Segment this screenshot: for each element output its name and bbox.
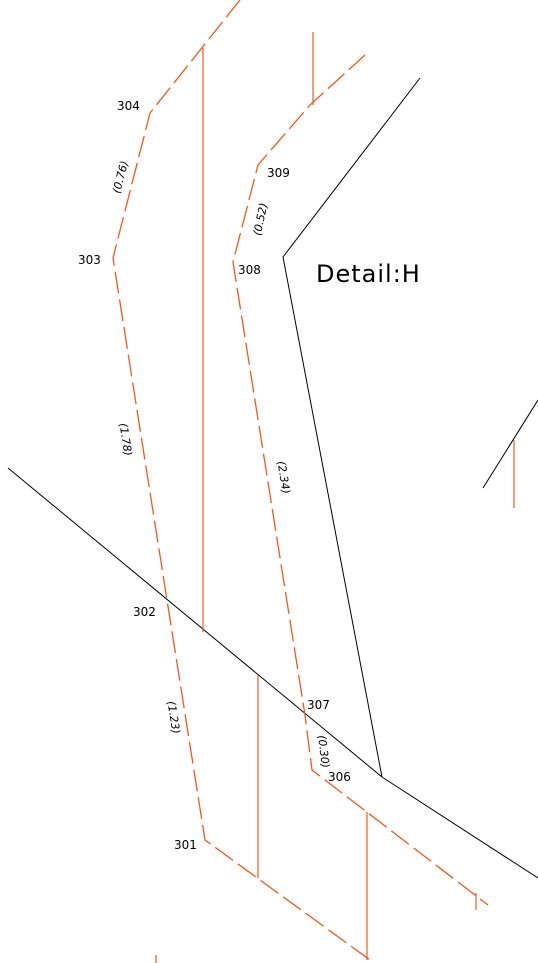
dimension-label: (1.78)	[116, 422, 134, 457]
point-label: 301	[174, 838, 197, 852]
dimension-label: (1.23)	[164, 700, 182, 735]
dimension-label: (2.34)	[274, 460, 292, 495]
point-label: 307	[307, 698, 330, 712]
survey-line	[232, 54, 489, 906]
point-label: 308	[238, 263, 261, 277]
point-label: 309	[267, 166, 290, 180]
boundary-line	[7, 467, 538, 879]
point-label: 302	[133, 605, 156, 619]
point-label: 303	[78, 253, 101, 267]
point-label: 304	[117, 99, 140, 113]
dimension-label: (0.76)	[110, 159, 131, 194]
detail-title: Detail:H	[316, 260, 421, 288]
boundary-line	[482, 399, 538, 489]
point-label: 306	[328, 770, 351, 784]
survey-line	[112, 0, 371, 961]
dimension-label: (0.30)	[315, 734, 332, 768]
boundary-line	[282, 77, 421, 778]
dimension-label: (0.52)	[251, 202, 271, 237]
